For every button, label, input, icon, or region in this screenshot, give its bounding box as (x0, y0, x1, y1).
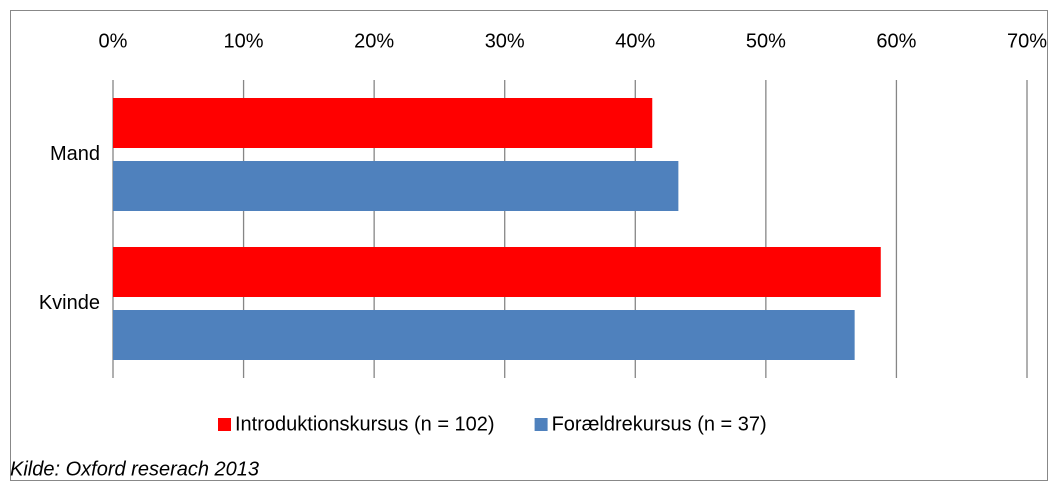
bar (113, 247, 881, 297)
y-tick-label: Mand (50, 143, 100, 165)
x-tick-label: 60% (876, 30, 916, 52)
legend-label: Introduktionskursus (n = 102) (235, 413, 495, 435)
x-tick-label: 50% (746, 30, 786, 52)
legend-swatch (218, 418, 231, 431)
x-tick-label: 40% (615, 30, 655, 52)
chart-border (10, 10, 1048, 481)
x-tick-label: 10% (224, 30, 264, 52)
legend-swatch (534, 418, 548, 431)
legend-label: Forældrekursus (n = 37) (552, 413, 767, 435)
x-tick-label: 20% (354, 30, 394, 52)
y-tick-label: Kvinde (39, 292, 100, 314)
bar (113, 310, 855, 360)
x-tick-label: 70% (1007, 30, 1047, 52)
bar (113, 98, 653, 148)
source-note: Kilde: Oxford reserach 2013 (10, 458, 259, 480)
x-tick-label: 0% (99, 30, 128, 52)
bar (113, 161, 679, 211)
x-tick-label: 30% (485, 30, 525, 52)
